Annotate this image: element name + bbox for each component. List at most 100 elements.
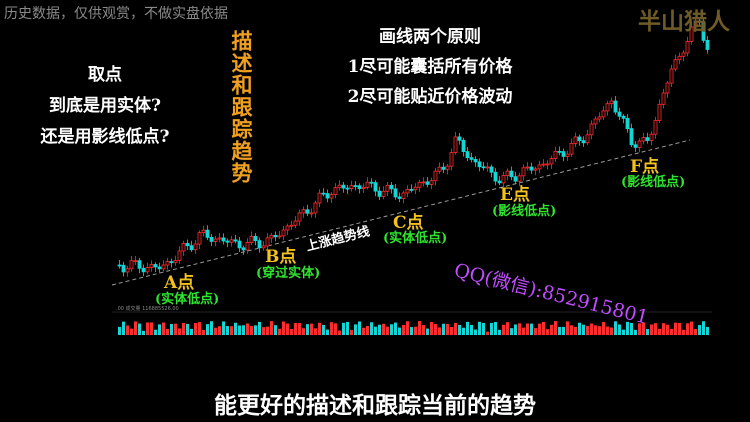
candle-body [141, 267, 146, 273]
candle-body [397, 196, 402, 199]
candle-body [241, 247, 246, 251]
volume-bar [294, 323, 297, 335]
candle-body [529, 166, 534, 171]
volume-bar [174, 323, 177, 335]
candle-body [653, 120, 658, 135]
candle-body [149, 264, 154, 268]
candle-body [637, 140, 642, 148]
principle-item: 1尽可能囊括所有价格 [347, 57, 513, 77]
point-note: (穿过实体) [256, 266, 321, 281]
volume-bar [538, 323, 541, 335]
volume-bar [342, 322, 345, 335]
volume-bar [570, 325, 573, 335]
volume-bar [122, 321, 125, 335]
volume-bar [582, 324, 585, 335]
principle-item: 2尽可能贴近价格波动 [347, 87, 513, 107]
volume-bar [118, 326, 121, 335]
volume-bar [638, 323, 641, 335]
question-line: 到底是用实体? [49, 96, 161, 116]
volume-bar [578, 322, 581, 335]
volume-bar [550, 324, 553, 335]
volume-bar [382, 323, 385, 335]
candle-body [557, 150, 562, 153]
candle-body [617, 111, 622, 117]
volume-bar [646, 329, 649, 335]
candle-body [405, 189, 410, 194]
volume-bar [562, 326, 565, 335]
candle-body [265, 237, 270, 247]
candle-body [289, 224, 294, 227]
volume-bar [490, 322, 493, 335]
candle-body [689, 26, 694, 42]
volume-bar [378, 324, 381, 335]
candle-body [437, 166, 442, 172]
volume-bar [370, 322, 373, 335]
candle-body [413, 186, 418, 191]
volume-bar [410, 327, 413, 335]
volume-bar [350, 329, 353, 335]
volume-bar [310, 323, 313, 335]
volume-bar [686, 323, 689, 335]
volume-bar [318, 322, 321, 335]
volume-bar [666, 324, 669, 335]
volume-bar [262, 327, 265, 335]
volume-bar [690, 321, 693, 335]
candle-body [473, 159, 478, 163]
volume-bar [250, 325, 253, 335]
candle-body [345, 187, 350, 190]
candle-body [185, 243, 190, 247]
volume-bar [146, 322, 149, 335]
volume-bar [398, 327, 401, 335]
volume-bar [602, 321, 605, 335]
candle-body [193, 243, 198, 251]
volume-bar [282, 321, 285, 335]
volume-bar [366, 325, 369, 335]
volume-bar [358, 321, 361, 335]
volume-bar [458, 324, 461, 335]
volume-bar [518, 323, 521, 335]
candle-body [301, 209, 306, 214]
candle-body [189, 245, 194, 251]
candle-body [225, 240, 230, 243]
volume-bar [254, 325, 257, 335]
volume-bar [658, 328, 661, 335]
candle-body [173, 260, 178, 264]
candle-body [677, 55, 682, 61]
volume-bar [662, 323, 665, 335]
candle-body [353, 185, 358, 188]
candle-body [441, 166, 446, 170]
candle-body [501, 175, 506, 184]
candle-body [445, 165, 450, 170]
candle-body [201, 229, 206, 234]
candle-body [309, 212, 314, 215]
volume-bar [622, 329, 625, 335]
volume-bar [278, 328, 281, 335]
volume-bar [138, 323, 141, 335]
candle-body [641, 137, 646, 142]
candle-body [357, 185, 362, 189]
volume-bar [558, 326, 561, 335]
volume-bar [514, 324, 517, 335]
candle-body [581, 140, 586, 144]
volume-bar [554, 321, 557, 335]
candle-body [421, 181, 426, 184]
volume-bar [362, 327, 365, 335]
candle-body [629, 128, 634, 146]
candle-body [341, 184, 346, 189]
candle-body [457, 136, 462, 141]
point-label: B点 [265, 247, 297, 267]
candle-body [633, 144, 638, 148]
candle-body [585, 134, 590, 144]
candle-body [497, 180, 502, 184]
candle-body [465, 151, 470, 159]
candle-body [321, 192, 326, 195]
candle-body [281, 229, 286, 237]
volume-bar [246, 323, 249, 335]
volume-bar [678, 322, 681, 335]
volume-bar [394, 322, 397, 335]
candle-body [469, 157, 474, 160]
candle-body [693, 20, 698, 28]
candle-body [573, 136, 578, 144]
volume-bar [142, 330, 145, 335]
